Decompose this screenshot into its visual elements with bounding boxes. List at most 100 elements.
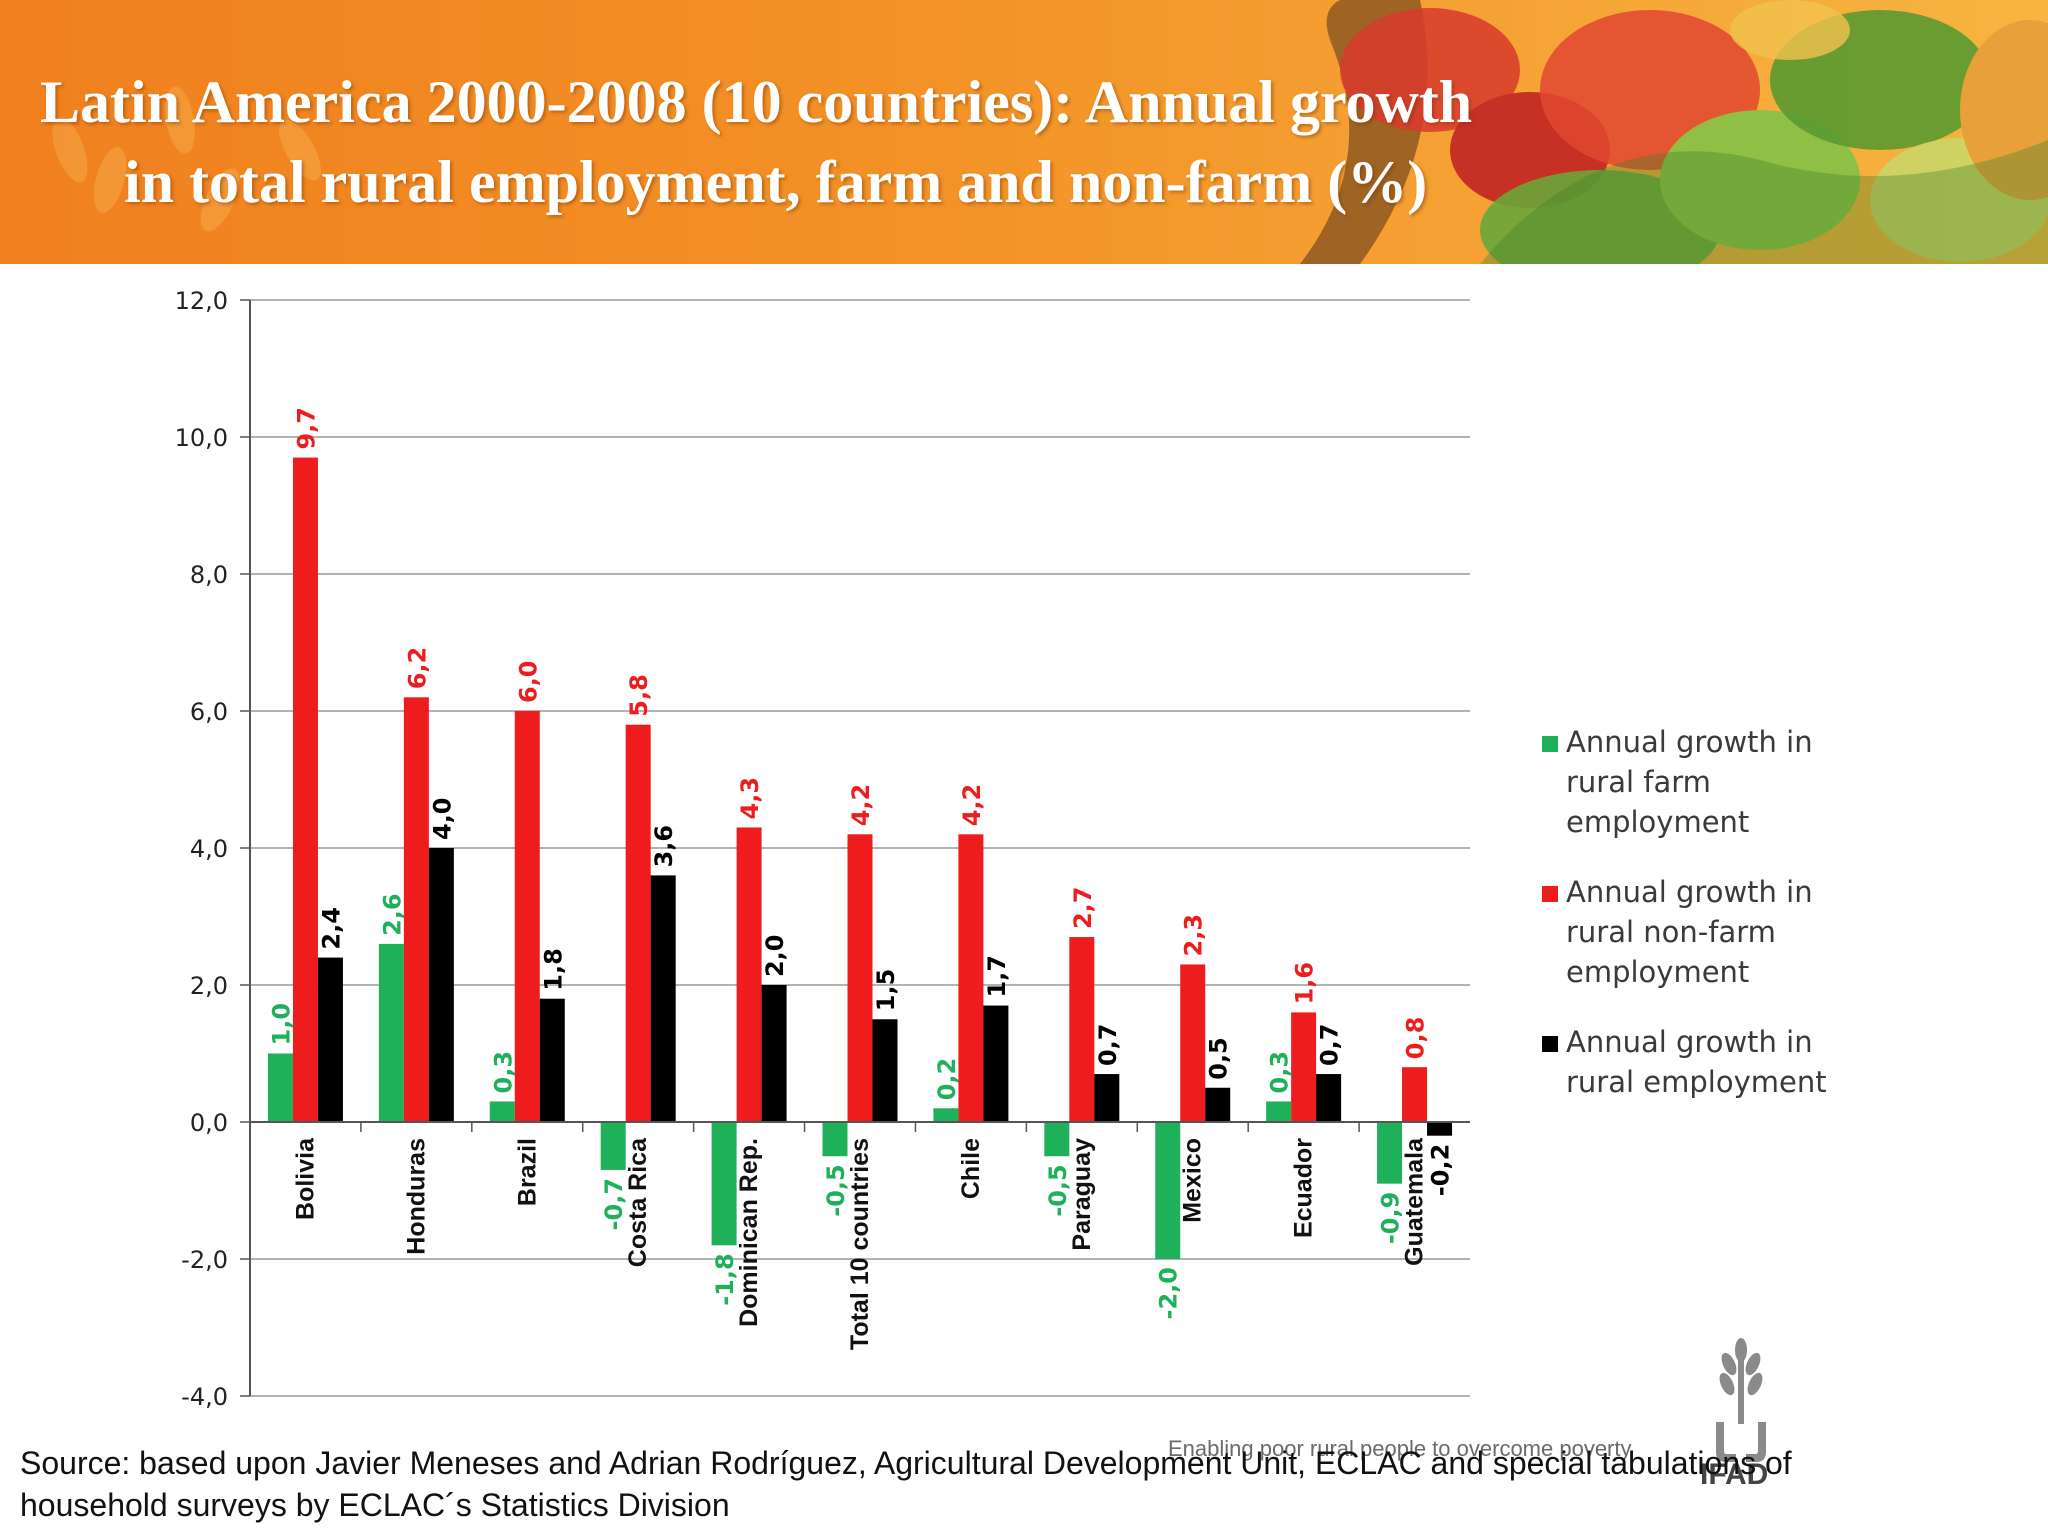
data-label: 3,6 — [650, 825, 678, 868]
data-label: 1,7 — [983, 955, 1011, 998]
x-category-label: Dominican Rep. — [735, 1138, 763, 1327]
y-tick-label: -2,0 — [181, 1246, 228, 1274]
data-label: 2,4 — [317, 907, 345, 950]
source-note: Source: based upon Javier Meneses and Ad… — [20, 1445, 1792, 1523]
y-tick-label: 4,0 — [190, 835, 228, 863]
data-label: 0,7 — [1316, 1024, 1344, 1067]
banner-decoration — [52, 0, 2048, 264]
bar-farm — [1377, 1122, 1403, 1184]
bar-farm — [378, 943, 404, 1122]
bar-farm — [1155, 1122, 1181, 1259]
page-title: Latin America 2000-2008 (10 countries): … — [40, 62, 1740, 222]
x-category-label: Brazil — [513, 1138, 541, 1206]
data-label: -2,0 — [1155, 1267, 1183, 1319]
bar-farm — [267, 1053, 293, 1122]
x-category-label: Guatemala — [1401, 1137, 1429, 1266]
bar-total — [983, 1005, 1009, 1122]
data-label: -0,9 — [1377, 1192, 1405, 1244]
data-label: 0,2 — [933, 1058, 961, 1101]
data-label: 0,5 — [1205, 1037, 1233, 1080]
x-category-label: Costa Rica — [624, 1137, 652, 1267]
legend-label-farm: Annual growth in rural farm employment — [1566, 725, 1813, 839]
bar-nonfarm — [1180, 964, 1206, 1122]
data-label: 4,3 — [736, 777, 764, 820]
data-label: 0,7 — [1094, 1024, 1122, 1067]
x-category-label: Ecuador — [1290, 1138, 1318, 1238]
bar-nonfarm — [403, 697, 429, 1122]
data-label: -1,8 — [711, 1253, 739, 1305]
x-category-label: Bolivia — [291, 1137, 319, 1220]
data-label: 0,3 — [489, 1051, 517, 1094]
data-label: 2,3 — [1180, 914, 1208, 957]
x-category-label: Honduras — [402, 1138, 430, 1255]
data-label: 1,5 — [872, 969, 900, 1012]
x-category-label: Paraguay — [1068, 1138, 1096, 1251]
legend-swatch-nonfarm — [1542, 886, 1558, 902]
bar-total — [1316, 1074, 1342, 1122]
bar-farm — [489, 1101, 515, 1122]
y-tick-label: 8,0 — [190, 561, 228, 589]
legend-item-farm: Annual growth in rural farm employment — [1542, 722, 1862, 842]
x-category-label: Total 10 countries — [846, 1138, 874, 1350]
data-label: -0,5 — [1044, 1164, 1072, 1216]
bar-farm — [822, 1122, 848, 1157]
y-tick-label: 0,0 — [190, 1109, 228, 1137]
data-label: 0,8 — [1402, 1017, 1430, 1060]
bar-nonfarm — [1402, 1067, 1428, 1122]
title-line-2: in total rural employment, farm and non-… — [124, 149, 1428, 215]
data-label: 0,3 — [1266, 1051, 1294, 1094]
bar-nonfarm — [736, 827, 762, 1122]
title-line-1: Latin America 2000-2008 (10 countries): … — [40, 69, 1473, 135]
bar-chart: 12,0 10,0 8,0 6,0 4,0 2,0 0,0 -2,0 -4,0 1,0 9,7 2,4… — [175, 287, 1470, 1411]
bar-farm — [1044, 1122, 1070, 1157]
ifad-logo — [1716, 1338, 1766, 1462]
data-label: 6,0 — [514, 660, 542, 703]
data-label: 2,6 — [378, 893, 406, 936]
legend-label-nonfarm: Annual growth in rural non-farm employme… — [1566, 875, 1813, 989]
y-tick-label: -4,0 — [181, 1383, 228, 1411]
y-tick-label: 2,0 — [190, 972, 228, 1000]
data-label: 1,6 — [1291, 962, 1319, 1005]
legend-label-total: Annual growth in rural employment — [1566, 1025, 1827, 1099]
y-tick-label: 6,0 — [190, 698, 228, 726]
bar-nonfarm — [292, 457, 318, 1122]
bar-total — [761, 985, 787, 1122]
bar-total — [539, 998, 565, 1122]
chart-legend: Annual growth in rural farm employment A… — [1542, 722, 1862, 1132]
data-label: 4,2 — [847, 784, 875, 827]
data-label: -0,2 — [1427, 1144, 1455, 1196]
legend-swatch-total — [1542, 1036, 1558, 1052]
ifad-tagline: Enabling poor rural people to overcome p… — [1168, 1436, 1632, 1461]
ifad-logo-text: IFAD — [1700, 1458, 1769, 1491]
legend-swatch-farm — [1542, 736, 1558, 752]
data-label: 1,8 — [539, 948, 567, 991]
bar-farm — [1266, 1101, 1292, 1122]
bar-farm — [600, 1122, 626, 1170]
y-tick-label: 10,0 — [175, 424, 228, 452]
bar-total — [428, 848, 454, 1122]
title-banner: Latin America 2000-2008 (10 countries): … — [0, 0, 2048, 264]
x-category-label: Chile — [957, 1138, 985, 1199]
bar-nonfarm — [1291, 1012, 1317, 1122]
bar-nonfarm — [514, 711, 540, 1122]
bar-farm — [933, 1108, 959, 1122]
x-category-label: Mexico — [1179, 1138, 1207, 1223]
legend-item-nonfarm: Annual growth in rural non-farm employme… — [1542, 872, 1862, 992]
data-label: 4,2 — [958, 784, 986, 827]
bar-total — [1094, 1074, 1120, 1122]
data-label: -0,5 — [822, 1164, 850, 1216]
data-label: 1,0 — [267, 1003, 295, 1046]
bar-farm — [711, 1122, 737, 1246]
bar-total — [1205, 1087, 1231, 1122]
data-label: -0,7 — [600, 1178, 628, 1230]
data-label: 9,7 — [292, 407, 320, 450]
data-label: 5,8 — [625, 674, 653, 717]
bar-nonfarm — [1069, 937, 1095, 1122]
data-label: 6,2 — [403, 647, 431, 690]
bar-total — [872, 1019, 898, 1122]
bar-total — [650, 875, 676, 1122]
data-label: 2,0 — [761, 934, 789, 977]
bar-nonfarm — [958, 834, 984, 1122]
data-label: 2,7 — [1069, 887, 1097, 930]
legend-item-total: Annual growth in rural employment — [1542, 1022, 1862, 1102]
